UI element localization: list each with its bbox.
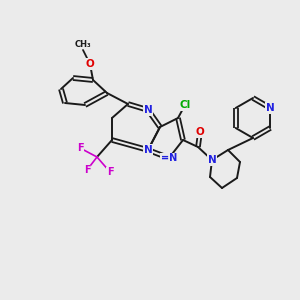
- Text: N: N: [266, 103, 275, 113]
- Text: N: N: [144, 145, 152, 155]
- Text: F: F: [84, 165, 90, 175]
- Text: O: O: [196, 127, 204, 137]
- Text: N: N: [208, 155, 216, 165]
- Text: =N: =N: [161, 153, 177, 163]
- Text: F: F: [77, 143, 83, 153]
- Text: F: F: [107, 167, 113, 177]
- Text: CH₃: CH₃: [75, 40, 91, 49]
- Text: N: N: [144, 105, 152, 115]
- Text: O: O: [85, 59, 94, 69]
- Text: Cl: Cl: [179, 100, 191, 110]
